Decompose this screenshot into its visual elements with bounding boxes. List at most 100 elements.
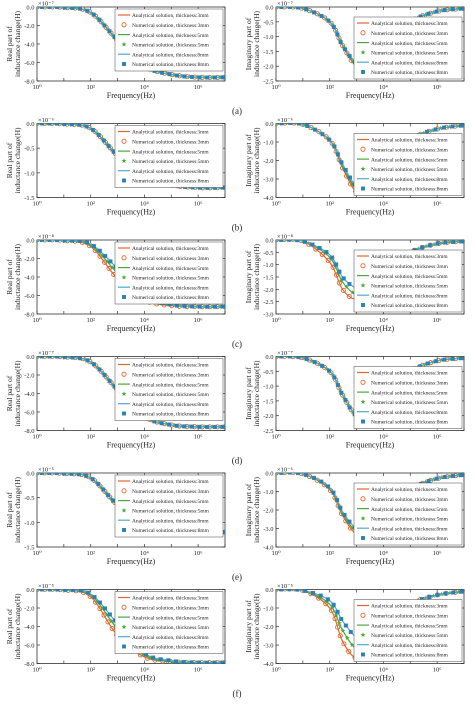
legend-entry: Analytical solution, thickness:8mm — [132, 635, 209, 641]
legend: Analytical solution, thickness:3mm Numeri… — [353, 599, 463, 662]
y-axis-label: Imaginary part ofinductance change(H) — [244, 593, 261, 660]
legend-entry: Numerical solution, thickness:3mm — [132, 373, 210, 379]
legend-entry: Numerical solution, thickness:8mm — [371, 653, 449, 659]
x-axis-label: Frequency(Hz) — [346, 208, 395, 217]
x-tick-label: 10² — [325, 434, 334, 441]
legend-entry: Analytical solution, thickness:8mm — [371, 643, 448, 649]
series-marker-5 — [92, 595, 97, 600]
legend-marker-swatch — [121, 391, 127, 396]
series-marker-5 — [427, 243, 432, 248]
series-marker-5 — [304, 7, 309, 12]
x-tick-label: 10⁶ — [433, 434, 442, 441]
row-label: (e) — [232, 572, 242, 582]
legend-entry: Numerical solution, thickness:8mm — [132, 179, 210, 185]
series-marker-1 — [281, 240, 287, 243]
x-tick-label: 10⁴ — [379, 667, 389, 674]
axis-exponent-label: ×10⁻⁷ — [38, 1, 54, 8]
series-marker-5 — [318, 593, 323, 598]
y-tick-label: -1.0 — [263, 606, 273, 613]
y-tick-label: -1.0 — [24, 520, 34, 527]
y-tick-label: -6.0 — [24, 60, 34, 67]
series-marker-5 — [312, 10, 317, 15]
series-marker-5 — [222, 75, 225, 80]
legend-entry: Numerical solution, thickness:5mm — [132, 392, 210, 398]
series-marker-5 — [296, 356, 301, 360]
series-marker-5 — [182, 304, 187, 309]
series-marker-1 — [319, 251, 325, 258]
series-marker-5 — [62, 356, 67, 360]
x-tick-label: 10² — [325, 201, 334, 208]
series-marker-5 — [296, 473, 301, 476]
series-marker-5 — [310, 242, 315, 247]
axis-exponent-label: ×10⁻⁶ — [38, 117, 54, 124]
y-axis-label-line1: Imaginary part of — [244, 17, 253, 70]
series-marker-5 — [97, 367, 102, 372]
series-marker-5 — [337, 269, 342, 274]
y-axis-label: Real part ofinductance change(H) — [5, 243, 22, 310]
axis-exponent-label: ×10⁻⁶ — [277, 467, 293, 474]
legend-marker-swatch — [360, 49, 366, 55]
y-axis-label-line2: inductance change(H) — [252, 10, 261, 77]
series-marker-5 — [40, 356, 45, 359]
series-marker-5 — [442, 357, 447, 362]
series-marker-5 — [47, 473, 52, 475]
y-tick-label: -4.0 — [24, 42, 34, 49]
series-marker-5 — [327, 137, 332, 142]
legend: Analytical solution, thickness:3mm Numeri… — [353, 482, 463, 546]
legend-marker-swatch — [360, 632, 366, 637]
y-tick-label: -0.5 — [263, 250, 273, 257]
y-tick-label: -3.0 — [263, 177, 273, 184]
y-tick-label: -2.0 — [263, 413, 273, 420]
legend-marker-swatch — [360, 399, 366, 404]
series-marker-1 — [42, 7, 48, 10]
legend-entry: Numerical solution, thickness:8mm — [371, 536, 449, 542]
series-marker-5 — [324, 250, 329, 255]
series-marker-5 — [420, 245, 425, 250]
axis-exponent-label: ×10⁻⁷ — [38, 350, 54, 357]
series-marker-5 — [175, 303, 180, 308]
legend-marker-swatch — [121, 178, 126, 183]
series-marker-5 — [84, 124, 89, 129]
y-tick-label: -2.0 — [24, 606, 34, 613]
series-marker-3 — [140, 651, 146, 657]
legend-entry: Analytical solution, thickness:8mm — [132, 52, 209, 58]
series-marker-1 — [109, 625, 115, 632]
y-axis-label: Real part ofinductance change(H) — [5, 593, 22, 660]
x-tick-label: 10⁶ — [433, 550, 442, 557]
series-marker-5 — [212, 660, 217, 664]
legend-entry: Numerical solution, thickness:3mm — [371, 497, 449, 503]
series-marker-5 — [279, 7, 284, 9]
legend: Analytical solution, thickness:3mm Numeri… — [114, 591, 224, 654]
legend-marker-swatch — [360, 263, 366, 269]
legend-entry: Analytical solution, thickness:3mm — [132, 363, 209, 369]
series-marker-5 — [334, 262, 339, 267]
legend-marker-swatch — [121, 604, 127, 610]
y-tick-label: -0.5 — [24, 146, 34, 153]
x-axis-label: Frequency(Hz) — [346, 557, 395, 566]
series-marker-1 — [49, 7, 55, 10]
series-marker-3 — [109, 264, 115, 270]
series-marker-1 — [41, 123, 48, 127]
series-marker-3 — [324, 599, 330, 604]
x-tick-label: 10⁶ — [433, 84, 442, 91]
series-marker-5 — [197, 75, 202, 80]
legend-marker-swatch — [360, 166, 366, 171]
series-marker-5 — [338, 40, 343, 45]
series-marker-5 — [279, 473, 284, 475]
series-marker-5 — [287, 589, 292, 592]
series-marker-5 — [443, 240, 448, 245]
series-marker-3 — [89, 593, 95, 599]
series-marker-5 — [77, 240, 82, 244]
legend-entry: Numerical solution, thickness:8mm — [132, 295, 210, 301]
series-marker-5 — [69, 123, 74, 127]
legend-marker-swatch — [121, 22, 127, 28]
series-marker-5 — [102, 23, 107, 28]
legend-entry: Numerical solution, thickness:3mm — [371, 614, 449, 620]
x-tick-label: 10⁰ — [32, 434, 42, 441]
series-marker-5 — [325, 597, 330, 602]
series-marker-1 — [50, 589, 56, 592]
legend-entry: Analytical solution, thickness:3mm — [132, 479, 209, 485]
